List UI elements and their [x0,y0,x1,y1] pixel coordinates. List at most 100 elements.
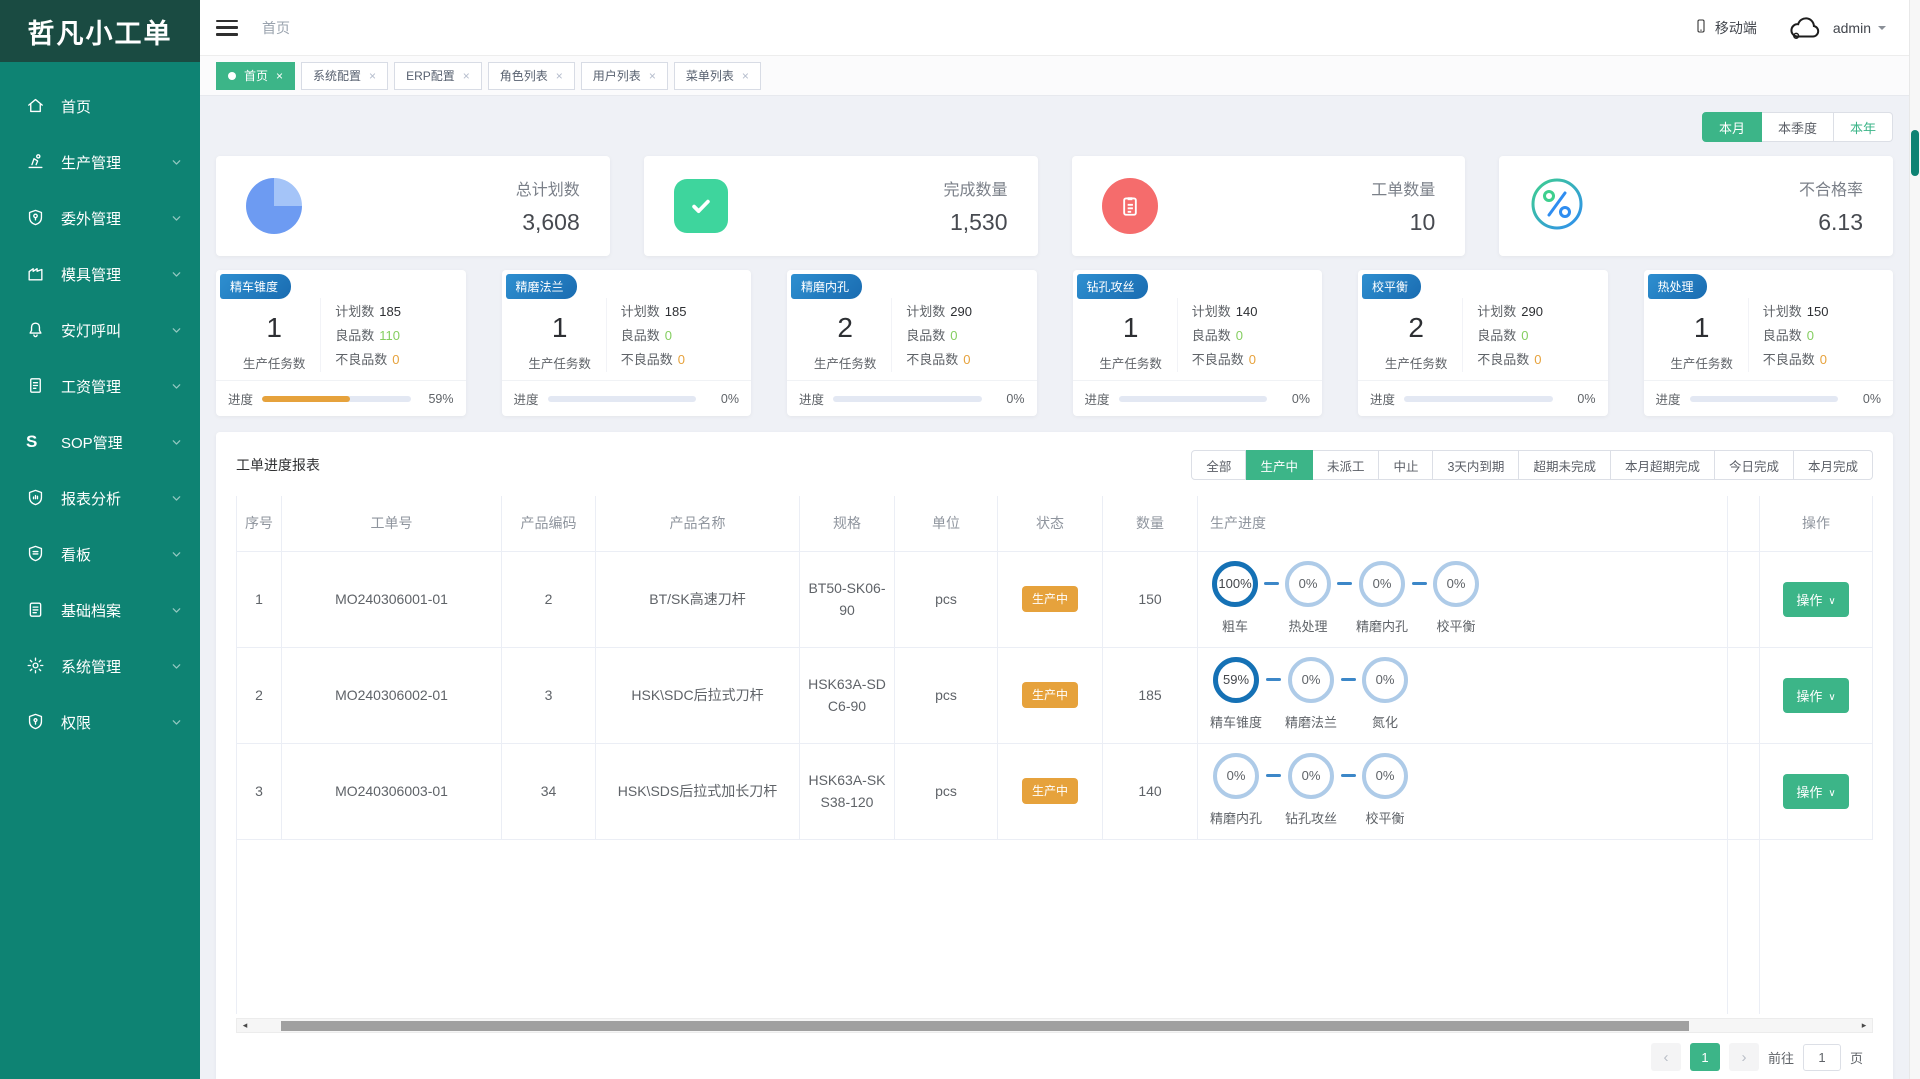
filter-button-2[interactable]: 未派工 [1312,450,1380,480]
unit-cell: pcs [894,551,998,648]
close-icon[interactable] [556,70,563,82]
current-page-button[interactable]: 1 [1689,1043,1720,1071]
close-icon[interactable] [463,70,470,82]
progress-bar [1118,395,1267,402]
chevron-down-icon [171,269,182,280]
action-cell: 操作 [1759,551,1873,648]
process-stats: 计划数 290 良品数 0 不良品数 0 [892,298,1026,372]
sidebar-item-mold[interactable]: 模具管理 [0,246,200,302]
plan-value: 185 [379,304,401,319]
chevron-down-icon [171,437,182,448]
step-progress-circle: 100% [1212,560,1258,607]
period-toggle: 本月 本季度 本年 [216,112,1893,142]
next-page-button[interactable] [1728,1043,1759,1071]
stat-card-completed: 完成数量 1,530 [643,156,1038,256]
cloud-avatar-icon[interactable] [1787,15,1823,41]
sidebar-item-andon[interactable]: 安灯呼叫 [0,302,200,358]
vertical-scroll-thumb[interactable] [1911,130,1919,176]
tab-role-list[interactable]: 角色列表 [487,61,575,90]
progress-steps-cell: 59% 精车锥度 0% 精磨法兰 0% 氮化 [1197,647,1728,744]
prev-page-button[interactable] [1650,1043,1681,1071]
period-year-button[interactable]: 本年 [1833,112,1893,142]
close-icon[interactable] [742,70,749,82]
status-cell: 生产中 [997,647,1103,744]
filter-button-7[interactable]: 今日完成 [1714,450,1794,480]
chevron-down-icon [171,717,182,728]
goto-label: 前往 [1767,1050,1794,1066]
filter-button-6[interactable]: 本月超期完成 [1610,450,1715,480]
sidebar-item-report-analysis[interactable]: 报表分析 [0,470,200,526]
tab-erp-config[interactable]: ERP配置 [394,61,482,90]
sidebar-item-salary[interactable]: 工资管理 [0,358,200,414]
step-label: 精磨内孔 [1356,618,1409,634]
period-quarter-button[interactable]: 本季度 [1761,112,1834,142]
unit-cell: pcs [894,743,998,840]
process-stats: 计划数 140 良品数 0 不良品数 0 [1178,298,1312,372]
plan-label: 计划数 [1762,304,1802,319]
tab-user-list[interactable]: 用户列表 [580,61,668,90]
action-button[interactable]: 操作 [1783,677,1849,713]
stat-text: 不合格率 6.13 [1799,176,1863,236]
order-no-cell-text: MO240306001-01 [335,591,448,607]
seq-cell-text: 3 [255,783,263,799]
process-step: 59% 精车锥度 [1210,656,1262,734]
sidebar-item-home[interactable]: 首页 [0,78,200,134]
filter-button-5[interactable]: 超期未完成 [1519,450,1611,480]
tab-home[interactable]: 首页 [216,61,296,90]
filter-button-0[interactable]: 全部 [1191,450,1247,480]
sidebar-item-archives[interactable]: 基础档案 [0,582,200,638]
plan-label: 计划数 [1191,304,1231,319]
unit-cell-text: pcs [935,591,957,607]
plan-label: 计划数 [1477,304,1517,319]
scroll-left-arrow-icon[interactable] [237,1019,253,1032]
user-menu[interactable]: admin [1833,20,1886,36]
salary-doc-icon [26,376,46,396]
filter-button-4[interactable]: 3天内到期 [1433,450,1520,480]
status-badge: 生产中 [1021,778,1078,804]
close-icon[interactable] [649,70,656,82]
close-icon[interactable] [276,70,283,82]
stat-text: 工单数量 10 [1371,176,1435,236]
hamburger-menu-icon[interactable] [216,19,238,36]
stat-label: 总计划数 [515,182,580,199]
close-icon[interactable] [369,70,376,82]
filter-button-3[interactable]: 中止 [1379,450,1434,480]
goto-page-input[interactable] [1802,1043,1841,1071]
sidebar-item-permission[interactable]: 权限 [0,694,200,750]
task-count-block: 1 生产任务数 [1656,298,1749,372]
sidebar-item-production[interactable]: 生产管理 [0,134,200,190]
mobile-link[interactable]: 移动端 [1693,18,1757,38]
good-value: 110 [379,328,401,343]
step-progress-circle: 0% [1433,560,1480,607]
tab-menu-list[interactable]: 菜单列表 [673,61,761,90]
process-card-body: 1 生产任务数 计划数 185 良品数 110 不良品数 0 [216,292,466,380]
process-card: 热处理 1 生产任务数 计划数 150 良品数 0 不良品数 0 进度 0% [1643,270,1893,416]
filter-button-8[interactable]: 本月完成 [1793,450,1873,480]
sidebar-item-outsourcing[interactable]: 委外管理 [0,190,200,246]
column-header-9 [1727,496,1760,552]
step-progress-circle: 0% [1288,656,1335,703]
action-cell: 操作 [1759,743,1873,840]
spec-cell: HSK63A-SKS38-120 [799,743,895,840]
tab-system-config[interactable]: 系统配置 [301,61,389,90]
sidebar-item-board[interactable]: 看板 [0,526,200,582]
seq-cell: 3 [236,743,282,840]
horizontal-scroll-thumb[interactable] [281,1020,1689,1031]
horizontal-scrollbar[interactable] [236,1018,1873,1033]
process-steps: 100% 粗车 0% 热处理 0% 精磨内孔 0% 校平衡 [1210,560,1719,638]
action-button[interactable]: 操作 [1783,773,1849,809]
vertical-scrollbar[interactable] [1909,0,1920,1079]
topbar-right: 移动端 admin [1693,15,1886,41]
scroll-right-arrow-icon[interactable] [1856,1019,1872,1032]
process-stats: 计划数 185 良品数 110 不良品数 0 [321,298,455,372]
report-filters: 全部 生产中 未派工 中止 3天内到期 超期未完成 本月超期完成 今日完成 本月完成 [1191,450,1873,480]
period-month-button[interactable]: 本月 [1701,112,1762,142]
filter-button-1[interactable]: 生产中 [1246,450,1313,480]
action-button[interactable]: 操作 [1783,581,1849,617]
step-label: 校平衡 [1365,810,1405,826]
sidebar-item-sop[interactable]: S SOP管理 [0,414,200,470]
sidebar-item-system[interactable]: 系统管理 [0,638,200,694]
process-progress-row: 进度 0% [787,380,1037,416]
good-value: 0 [1521,328,1529,343]
stat-text: 总计划数 3,608 [516,176,580,236]
